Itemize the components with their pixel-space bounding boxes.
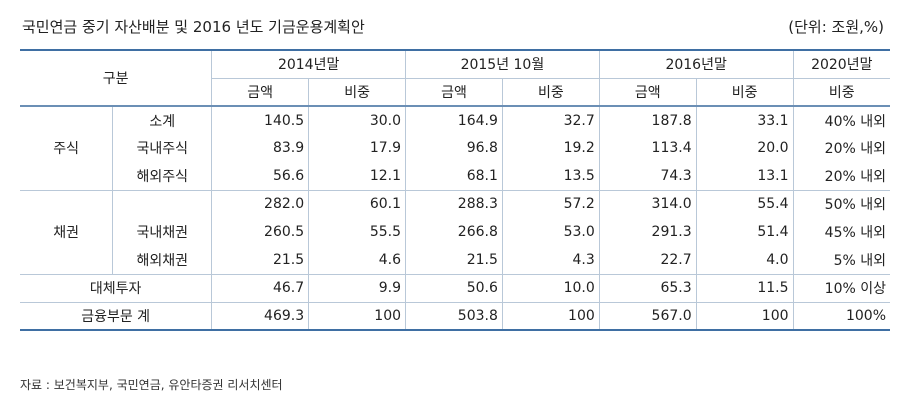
cell-value: 20.0 bbox=[695, 134, 794, 162]
cell-value: 55.5 bbox=[308, 218, 407, 246]
cell-value: 187.8 bbox=[598, 105, 697, 134]
sub-amount: 금액 bbox=[405, 78, 503, 106]
cell-value: 96.8 bbox=[405, 134, 503, 162]
cell-value: 12.1 bbox=[308, 162, 407, 190]
cell-value: 32.7 bbox=[501, 105, 600, 134]
cell-value: 10.0 bbox=[501, 273, 600, 302]
cell-value: 314.0 bbox=[598, 189, 697, 218]
cell-value: 13.1 bbox=[695, 162, 794, 190]
cell-value: 68.1 bbox=[405, 162, 503, 190]
cell-value: 65.3 bbox=[598, 273, 697, 302]
cell-value: 100 bbox=[695, 301, 794, 331]
cell-value: 74.3 bbox=[598, 162, 697, 190]
sub-ratio: 비중 bbox=[308, 78, 407, 106]
row-label: 국내채권 bbox=[112, 218, 213, 246]
cell-value: 57.2 bbox=[501, 189, 600, 218]
unit-label: (단위: 조원,%) bbox=[788, 18, 884, 36]
cell-value: 100 bbox=[308, 301, 407, 331]
period-header-2020: 2020년말 bbox=[792, 49, 890, 79]
period-header-2015: 2015년 10월 bbox=[405, 49, 600, 79]
cell-value: 10% 이상 bbox=[792, 273, 890, 302]
row-label: 소계 bbox=[112, 105, 213, 134]
cell-value: 13.5 bbox=[501, 162, 600, 190]
group-label-stock: 주식 bbox=[20, 105, 114, 190]
cell-value: 503.8 bbox=[405, 301, 503, 331]
cell-value: 40% 내외 bbox=[792, 105, 890, 134]
sub-ratio: 비중 bbox=[695, 78, 794, 106]
cell-value: 21.5 bbox=[211, 246, 310, 274]
period-header-2014: 2014년말 bbox=[211, 49, 407, 79]
cell-value: 22.7 bbox=[598, 246, 697, 274]
cell-value: 45% 내외 bbox=[792, 218, 890, 246]
cell-value: 20% 내외 bbox=[792, 134, 890, 162]
row-label: 대체투자 bbox=[20, 273, 213, 302]
cell-value: 5% 내외 bbox=[792, 246, 890, 274]
group-label-bond: 채권 bbox=[20, 189, 114, 274]
period-header-2016: 2016년말 bbox=[598, 49, 794, 79]
row-label: 금융부문 계 bbox=[20, 301, 213, 331]
cell-value: 164.9 bbox=[405, 105, 503, 134]
table-row: 국내주식 83.9 17.9 96.8 19.2 113.4 20.0 20% … bbox=[20, 134, 890, 162]
cell-value: 288.3 bbox=[405, 189, 503, 218]
cell-value: 4.0 bbox=[695, 246, 794, 274]
cell-value: 55.4 bbox=[695, 189, 794, 218]
row-label bbox=[112, 189, 213, 218]
table-row-total: 금융부문 계 469.3 100 503.8 100 567.0 100 100… bbox=[20, 301, 890, 331]
cell-value: 50.6 bbox=[405, 273, 503, 302]
sub-ratio: 비중 bbox=[501, 78, 600, 106]
cell-value: 291.3 bbox=[598, 218, 697, 246]
row-label: 국내주식 bbox=[112, 134, 213, 162]
asset-allocation-table: 구분 2014년말 2015년 10월 2016년말 2020년말 금액 비중 … bbox=[20, 49, 890, 331]
table-title: 국민연금 중기 자산배분 및 2016 년도 기금운용계획안 bbox=[22, 18, 365, 36]
cell-value: 11.5 bbox=[695, 273, 794, 302]
row-label: 해외채권 bbox=[112, 246, 213, 274]
table-row: 해외채권 21.5 4.6 21.5 4.3 22.7 4.0 5% 내외 bbox=[20, 246, 890, 274]
cell-value: 567.0 bbox=[598, 301, 697, 331]
cell-value: 282.0 bbox=[211, 189, 310, 218]
corner-cell: 구분 bbox=[20, 49, 213, 107]
cell-value: 260.5 bbox=[211, 218, 310, 246]
table-row: 대체투자 46.7 9.9 50.6 10.0 65.3 11.5 10% 이상 bbox=[20, 273, 890, 302]
cell-value: 17.9 bbox=[308, 134, 407, 162]
header-row-subcols: 금액 비중 금액 비중 금액 비중 비중 bbox=[20, 78, 890, 106]
sub-amount: 금액 bbox=[598, 78, 697, 106]
sub-ratio: 비중 bbox=[792, 78, 890, 106]
cell-value: 83.9 bbox=[211, 134, 310, 162]
cell-value: 469.3 bbox=[211, 301, 310, 331]
cell-value: 4.3 bbox=[501, 246, 600, 274]
cell-value: 113.4 bbox=[598, 134, 697, 162]
cell-value: 21.5 bbox=[405, 246, 503, 274]
header-row-periods: 구분 2014년말 2015년 10월 2016년말 2020년말 bbox=[20, 49, 890, 107]
table-row: 해외주식 56.6 12.1 68.1 13.5 74.3 13.1 20% 내… bbox=[20, 162, 890, 190]
table-row: 채권 282.0 60.1 288.3 57.2 314.0 55.4 50% … bbox=[20, 189, 890, 274]
cell-value: 53.0 bbox=[501, 218, 600, 246]
cell-value: 19.2 bbox=[501, 134, 600, 162]
cell-value: 46.7 bbox=[211, 273, 310, 302]
cell-value: 33.1 bbox=[695, 105, 794, 134]
cell-value: 50% 내외 bbox=[792, 189, 890, 218]
table-header: 국민연금 중기 자산배분 및 2016 년도 기금운용계획안 (단위: 조원,%… bbox=[8, 12, 892, 38]
cell-value: 30.0 bbox=[308, 105, 407, 134]
cell-value: 100% bbox=[792, 301, 890, 331]
source-note: 자료 : 보건복지부, 국민연금, 유안타증권 리서치센터 bbox=[20, 378, 283, 392]
cell-value: 9.9 bbox=[308, 273, 407, 302]
cell-value: 100 bbox=[501, 301, 600, 331]
cell-value: 60.1 bbox=[308, 189, 407, 218]
cell-value: 266.8 bbox=[405, 218, 503, 246]
sub-amount: 금액 bbox=[211, 78, 310, 106]
cell-value: 140.5 bbox=[211, 105, 310, 134]
cell-value: 51.4 bbox=[695, 218, 794, 246]
table-row: 주식 소계 140.5 30.0 164.9 32.7 187.8 33.1 4… bbox=[20, 105, 890, 190]
cell-value: 4.6 bbox=[308, 246, 407, 274]
cell-value: 56.6 bbox=[211, 162, 310, 190]
cell-value: 20% 내외 bbox=[792, 162, 890, 190]
row-label: 해외주식 bbox=[112, 162, 213, 190]
table-row: 국내채권 260.5 55.5 266.8 53.0 291.3 51.4 45… bbox=[20, 218, 890, 246]
